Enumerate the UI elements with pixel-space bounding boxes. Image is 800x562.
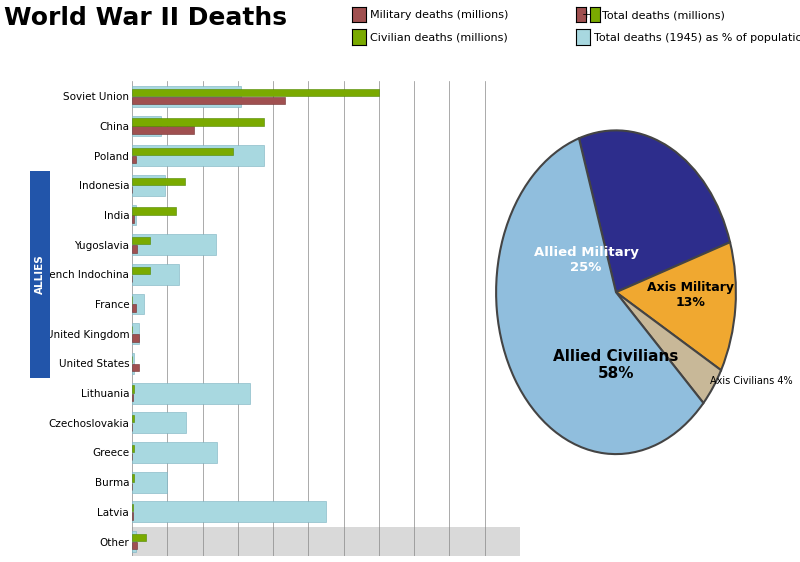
- Bar: [132, 413, 186, 433]
- Bar: [132, 148, 233, 155]
- Text: +: +: [582, 10, 591, 20]
- Bar: [132, 237, 150, 244]
- Bar: [132, 234, 216, 255]
- Bar: [132, 445, 134, 452]
- Text: Total deaths (millions): Total deaths (millions): [602, 10, 726, 20]
- Bar: [132, 364, 139, 371]
- Bar: [132, 353, 134, 374]
- Bar: [132, 383, 250, 404]
- Bar: [132, 118, 264, 126]
- Bar: [132, 178, 185, 185]
- Bar: [132, 215, 134, 223]
- Bar: [132, 527, 520, 556]
- Text: World War II Deaths: World War II Deaths: [4, 6, 287, 30]
- Text: Total deaths (1945) as % of population (1939): Total deaths (1945) as % of population (…: [594, 33, 800, 43]
- Bar: [132, 474, 134, 482]
- Bar: [132, 472, 167, 492]
- Bar: [132, 86, 241, 107]
- Bar: [132, 116, 162, 137]
- Wedge shape: [496, 138, 703, 454]
- Bar: [132, 126, 194, 134]
- Text: Civilian deaths (millions): Civilian deaths (millions): [370, 33, 507, 43]
- Bar: [132, 264, 178, 285]
- Text: Military deaths (millions): Military deaths (millions): [370, 10, 508, 20]
- Bar: [132, 323, 139, 344]
- Bar: [132, 442, 218, 463]
- Bar: [132, 534, 146, 541]
- Text: Axis Military
13%: Axis Military 13%: [647, 282, 734, 310]
- Bar: [132, 542, 138, 549]
- Bar: [132, 266, 150, 274]
- Text: Allied Civilians
58%: Allied Civilians 58%: [554, 349, 678, 381]
- Bar: [132, 175, 165, 196]
- Bar: [132, 386, 134, 393]
- Bar: [132, 294, 144, 315]
- Bar: [132, 334, 138, 342]
- Wedge shape: [579, 130, 730, 292]
- Bar: [132, 531, 136, 552]
- Bar: [132, 415, 134, 423]
- Bar: [132, 501, 326, 522]
- Bar: [132, 205, 136, 225]
- Bar: [132, 305, 136, 312]
- Text: Allied Military
25%: Allied Military 25%: [534, 246, 638, 274]
- Bar: [132, 97, 286, 104]
- Text: ALLIES: ALLIES: [35, 255, 46, 294]
- Wedge shape: [616, 292, 721, 403]
- Text: Axis Civilians 4%: Axis Civilians 4%: [710, 377, 792, 386]
- Bar: [132, 89, 379, 96]
- Wedge shape: [616, 242, 736, 370]
- Bar: [132, 156, 136, 164]
- Bar: [132, 146, 264, 166]
- Bar: [132, 504, 133, 511]
- Bar: [132, 245, 138, 252]
- Bar: [132, 207, 176, 215]
